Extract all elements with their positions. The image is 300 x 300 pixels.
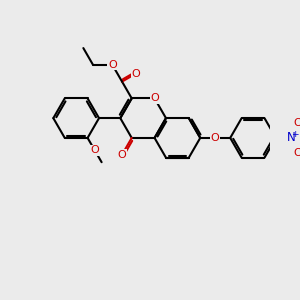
Text: O: O bbox=[91, 146, 99, 155]
Text: -: - bbox=[299, 114, 300, 127]
Text: O: O bbox=[210, 133, 219, 143]
Text: O: O bbox=[294, 148, 300, 158]
Text: +: + bbox=[291, 130, 298, 139]
Text: N: N bbox=[287, 131, 296, 144]
Text: O: O bbox=[118, 150, 126, 160]
Text: O: O bbox=[150, 93, 159, 103]
Text: O: O bbox=[294, 118, 300, 128]
Text: O: O bbox=[108, 60, 117, 70]
Text: O: O bbox=[132, 68, 140, 79]
